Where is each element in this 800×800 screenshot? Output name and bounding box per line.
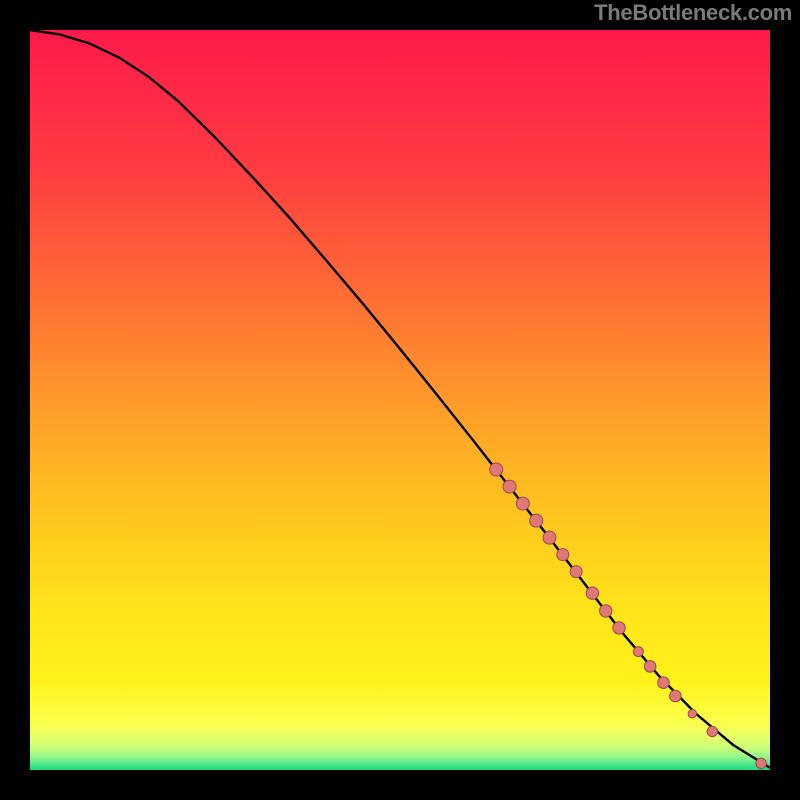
data-marker [557,549,569,561]
plot-area [30,30,770,770]
data-marker [633,647,643,657]
data-marker [756,758,766,768]
data-marker [516,497,529,510]
data-marker [600,605,612,617]
data-marker [503,480,516,493]
data-marker [658,677,670,689]
plot-svg [30,30,770,770]
data-marker [613,622,625,634]
data-marker [570,566,582,578]
gradient-background [30,30,770,770]
data-marker [490,463,503,476]
stage: TheBottleneck.com [0,0,800,800]
data-marker [669,690,681,702]
data-marker [707,726,717,736]
data-marker [586,587,598,599]
attribution-text: TheBottleneck.com [594,0,792,26]
data-marker [530,514,543,527]
data-marker [543,531,556,544]
data-marker [688,710,696,718]
data-marker [644,661,656,673]
